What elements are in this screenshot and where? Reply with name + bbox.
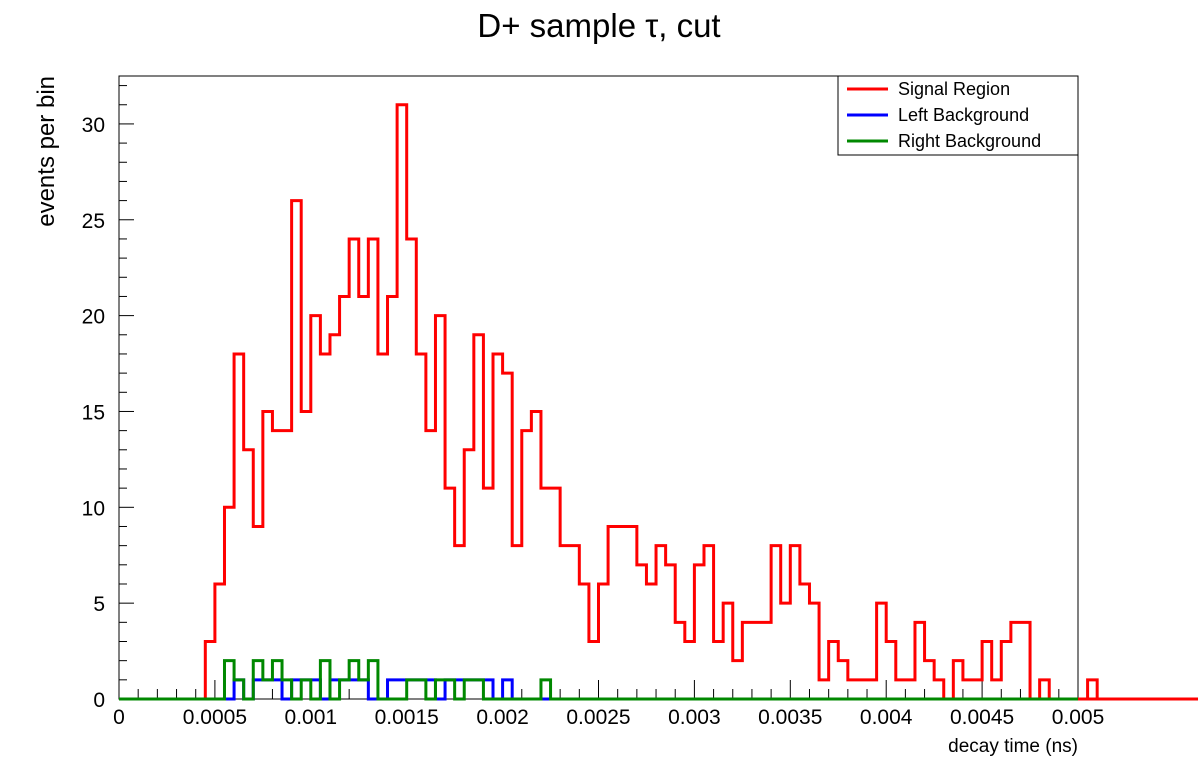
histogram-line bbox=[119, 659, 1078, 701]
x-tick-label: 0 bbox=[113, 706, 125, 729]
x-tick-label: 0.0045 bbox=[950, 706, 1014, 729]
x-axis-label: decay time (ns) bbox=[948, 736, 1078, 757]
y-tick-label: 25 bbox=[82, 210, 105, 233]
y-axis-tick-labels: 0 5 10 15 20 25 30 bbox=[82, 114, 105, 712]
legend-label: Right Background bbox=[898, 131, 1041, 151]
histogram-series bbox=[119, 103, 1198, 701]
x-tick-label: 0.005 bbox=[1052, 706, 1105, 729]
legend-label: Signal Region bbox=[898, 79, 1010, 99]
x-axis-tick-labels: 0 0.0005 0.001 0.0015 0.002 0.0025 0.003 0.0035… bbox=[113, 706, 1104, 729]
legend-label: Left Background bbox=[898, 105, 1029, 125]
y-tick-label: 15 bbox=[82, 401, 105, 424]
x-tick-label: 0.0025 bbox=[566, 706, 630, 729]
x-tick-label: 0.002 bbox=[476, 706, 529, 729]
legend-entry: Signal Region bbox=[847, 79, 1010, 99]
y-tick-label: 20 bbox=[82, 306, 105, 329]
legend-entry: Right Background bbox=[847, 131, 1041, 151]
legend-entry: Left Background bbox=[847, 105, 1029, 125]
series-signal-region bbox=[119, 103, 1198, 701]
legend: Signal Region Left Background Right Backgr… bbox=[837, 75, 1079, 156]
chart-title: D+ sample τ, cut bbox=[477, 7, 720, 44]
x-tick-label: 0.004 bbox=[860, 706, 913, 729]
y-tick-label: 0 bbox=[93, 689, 105, 712]
x-tick-label: 0.0035 bbox=[758, 706, 822, 729]
series-right-background bbox=[119, 659, 1078, 701]
x-tick-label: 0.0015 bbox=[375, 706, 439, 729]
histogram-line bbox=[119, 103, 1198, 701]
x-tick-label: 0.003 bbox=[668, 706, 721, 729]
y-tick-label: 5 bbox=[93, 593, 105, 616]
x-tick-label: 0.0005 bbox=[183, 706, 247, 729]
x-tick-label: 0.001 bbox=[285, 706, 338, 729]
y-tick-label: 30 bbox=[82, 114, 105, 137]
y-axis-label: events per bin bbox=[33, 76, 60, 227]
y-tick-label: 10 bbox=[82, 497, 105, 520]
